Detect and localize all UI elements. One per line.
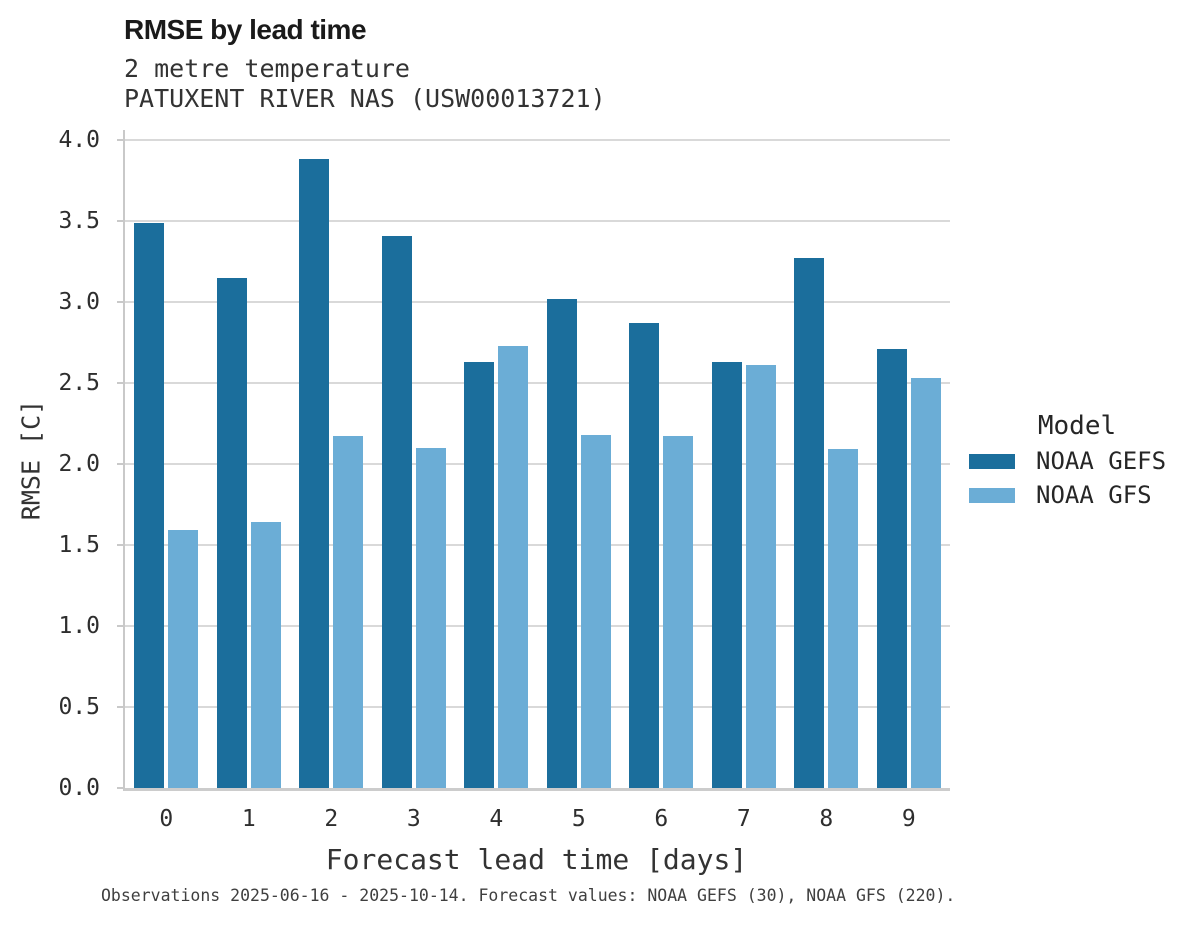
gridline xyxy=(125,301,950,303)
x-tick-label: 4 xyxy=(489,806,504,832)
bar-group-1 xyxy=(208,130,291,788)
gridline xyxy=(125,220,950,222)
gridline xyxy=(125,706,950,708)
bar-group-0 xyxy=(125,130,208,788)
bar-noaa-gfs-7 xyxy=(745,365,776,788)
y-tick-label: 2.0 xyxy=(58,451,100,477)
bar-noaa-gfs-3 xyxy=(415,447,446,788)
bar-noaa-gfs-4 xyxy=(498,345,529,788)
x-tick-label: 6 xyxy=(654,806,669,832)
x-tick-label: 2 xyxy=(324,806,339,832)
y-tick-mark xyxy=(117,544,125,546)
y-tick-label: 2.5 xyxy=(58,370,100,396)
chart-subtitle-variable: 2 metre temperature xyxy=(124,54,410,83)
legend-swatch xyxy=(969,453,1015,469)
bar-noaa-gefs-0 xyxy=(134,222,165,788)
y-tick-mark xyxy=(117,382,125,384)
y-tick-mark xyxy=(117,463,125,465)
gridline xyxy=(125,625,950,627)
bars-container xyxy=(125,130,950,788)
x-tick-label: 9 xyxy=(901,806,916,832)
bar-group-5 xyxy=(538,130,621,788)
bar-noaa-gefs-7 xyxy=(711,361,742,788)
chart-title: RMSE by lead time xyxy=(124,14,367,45)
legend: Model NOAA GEFS NOAA GFS xyxy=(963,408,1188,512)
y-tick-label: 1.0 xyxy=(58,613,100,639)
plot-area: 0.0 0.5 1.0 1.5 2.0 2.5 3.0 3.5 4.0 0 1 2 3 4 5 6 7 8 9 xyxy=(58,127,950,832)
bar-noaa-gfs-6 xyxy=(663,436,694,788)
bar-group-2 xyxy=(290,130,373,788)
legend-entry-label: NOAA GEFS xyxy=(1036,447,1167,475)
y-tick-mark xyxy=(117,139,125,141)
legend-entries: NOAA GEFS NOAA GFS xyxy=(963,444,1188,512)
x-tick-label: 8 xyxy=(819,806,834,832)
y-tick-label: 1.5 xyxy=(58,532,100,558)
y-axis-title: RMSE [C] xyxy=(16,399,46,521)
bar-noaa-gefs-8 xyxy=(794,258,825,788)
y-tick-label: 0.5 xyxy=(58,694,100,720)
bar-group-9 xyxy=(868,130,951,788)
gridline xyxy=(125,139,950,141)
legend-title: Model xyxy=(1037,411,1117,441)
bar-noaa-gfs-1 xyxy=(250,522,281,788)
legend-entry-noaa-gfs: NOAA GFS xyxy=(963,478,1188,512)
x-tick-label: 5 xyxy=(571,806,586,832)
y-tick-label: 0.0 xyxy=(58,775,100,801)
y-tick-label: 3.0 xyxy=(58,289,100,315)
y-tick-mark xyxy=(117,220,125,222)
bar-group-4 xyxy=(455,130,538,788)
bar-group-3 xyxy=(373,130,456,788)
legend-entry-noaa-gefs: NOAA GEFS xyxy=(963,444,1188,478)
bar-noaa-gefs-5 xyxy=(546,298,577,788)
y-tick-mark xyxy=(117,706,125,708)
bar-noaa-gfs-8 xyxy=(828,449,859,788)
gridline xyxy=(125,544,950,546)
y-tick-label: 3.5 xyxy=(58,208,100,234)
bar-noaa-gefs-9 xyxy=(876,348,907,788)
gridline xyxy=(125,463,950,465)
title-block: RMSE by lead time 2 metre temperature PA… xyxy=(124,14,606,113)
chart-subtitle-station: PATUXENT RIVER NAS (USW00013721) xyxy=(124,83,606,113)
gridline xyxy=(125,382,950,384)
bar-noaa-gefs-2 xyxy=(299,159,330,788)
footer-caption: Observations 2025-06-16 - 2025-10-14. Fo… xyxy=(101,886,956,905)
bar-noaa-gfs-5 xyxy=(580,434,611,788)
bar-noaa-gefs-1 xyxy=(216,277,247,788)
bar-noaa-gfs-0 xyxy=(168,530,199,788)
x-axis-title: Forecast lead time [days] xyxy=(325,843,748,876)
bar-noaa-gfs-9 xyxy=(910,378,941,788)
legend-entry-label: NOAA GFS xyxy=(1036,481,1152,509)
legend-swatch xyxy=(969,487,1015,503)
y-tick-mark xyxy=(117,787,125,789)
bar-noaa-gefs-3 xyxy=(381,235,412,788)
bar-noaa-gefs-4 xyxy=(464,361,495,788)
y-tick-mark xyxy=(117,301,125,303)
bar-group-6 xyxy=(620,130,703,788)
x-tick-label: 3 xyxy=(406,806,421,832)
bar-noaa-gefs-6 xyxy=(629,323,660,788)
y-tick-mark xyxy=(117,625,125,627)
x-tick-label: 1 xyxy=(241,806,256,832)
bar-noaa-gfs-2 xyxy=(333,436,364,788)
bar-group-7 xyxy=(703,130,786,788)
y-tick-label: 4.0 xyxy=(58,127,100,153)
x-tick-label: 7 xyxy=(736,806,751,832)
bar-group-8 xyxy=(785,130,868,788)
x-tick-label: 0 xyxy=(159,806,174,832)
